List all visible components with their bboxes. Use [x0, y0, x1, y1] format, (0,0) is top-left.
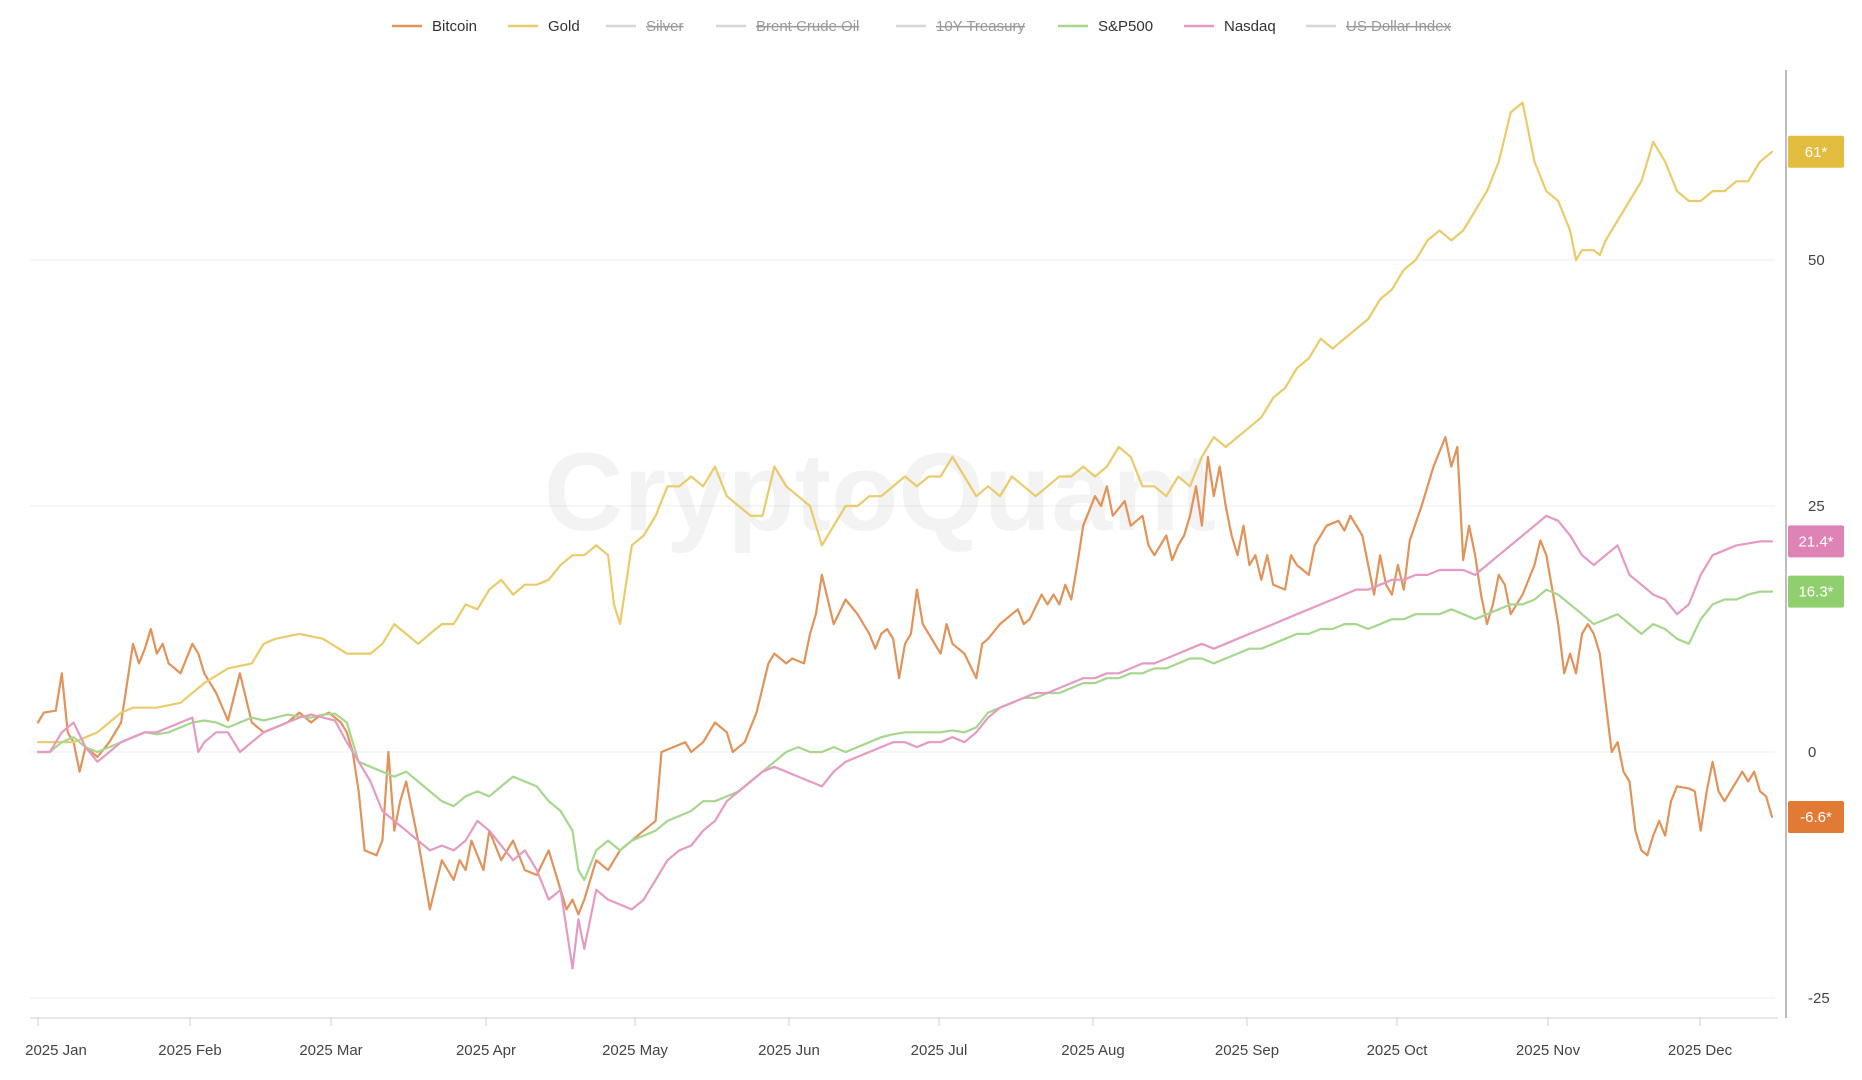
- legend-label: Brent Crude Oil: [756, 18, 859, 35]
- series-line-gold: [36, 101, 1774, 744]
- end-badge-label: -6.6*: [1800, 809, 1832, 826]
- legend-label: Silver: [646, 18, 684, 35]
- end-badge-bg: [1788, 800, 1844, 833]
- y-tick-label: 25: [1808, 498, 1825, 515]
- legend-label: 10Y Treasury: [936, 18, 1025, 35]
- x-tick-label: 2025 Sep: [1215, 1042, 1279, 1059]
- series-line-nasdaq: [36, 514, 1774, 970]
- x-tick-label: 2025 Mar: [299, 1042, 362, 1059]
- legend-label: Bitcoin: [432, 18, 477, 35]
- x-tick-label: 2025 Feb: [158, 1042, 221, 1059]
- legend: Bitcoin Gold Silver Brent Crude Oil 10Y Trea…: [392, 18, 1452, 35]
- axes: 2025 Jan 2025 Feb 2025 Mar 2025 Apr 2025 May…: [25, 70, 1830, 1059]
- y-tick-label: -25: [1808, 990, 1830, 1007]
- x-tick-label: 2025 Apr: [456, 1042, 516, 1059]
- legend-item-silver[interactable]: Silver: [606, 18, 684, 35]
- x-tick-label: 2025 Jul: [911, 1042, 968, 1059]
- legend-label: Nasdaq: [1224, 18, 1276, 35]
- end-badge-s-p500: 16.3*: [1788, 575, 1844, 608]
- end-badge-gold: 61*: [1788, 135, 1844, 168]
- x-tick-label: 2025 Oct: [1367, 1042, 1429, 1059]
- end-value-badges: -6.6* 61* 16.3* 21.4*: [1788, 135, 1844, 833]
- end-badge-label: 16.3*: [1798, 584, 1833, 601]
- legend-item-nasdaq[interactable]: Nasdaq: [1184, 18, 1276, 35]
- end-badge-nasdaq: 21.4*: [1788, 525, 1844, 558]
- legend-label: S&P500: [1098, 18, 1153, 35]
- legend-label: Gold: [548, 18, 580, 35]
- legend-item-10y-treasury[interactable]: 10Y Treasury: [896, 18, 1025, 35]
- series-line-s-p500: [36, 588, 1774, 881]
- series-lines: [36, 101, 1774, 970]
- end-badge-label: 61*: [1805, 144, 1828, 161]
- end-badge-bg: [1788, 525, 1844, 558]
- end-badge-label: 21.4*: [1798, 533, 1833, 550]
- legend-label: US Dollar Index: [1346, 18, 1452, 35]
- legend-item-us-dollar-index[interactable]: US Dollar Index: [1306, 18, 1452, 35]
- x-tick-label: 2025 Aug: [1061, 1042, 1124, 1059]
- y-tick-label: 0: [1808, 744, 1816, 761]
- x-tick-label: 2025 Jun: [758, 1042, 820, 1059]
- end-badge-bg: [1788, 135, 1844, 168]
- legend-item-s-p500[interactable]: S&P500: [1058, 18, 1153, 35]
- y-tick-label: 50: [1808, 252, 1825, 269]
- x-tick-label: 2025 Nov: [1516, 1042, 1581, 1059]
- grid-lines: [30, 259, 1775, 999]
- legend-item-gold[interactable]: Gold: [508, 18, 580, 35]
- end-badge-bg: [1788, 575, 1844, 608]
- legend-item-bitcoin[interactable]: Bitcoin: [392, 18, 477, 35]
- x-tick-label: 2025 Jan: [25, 1042, 87, 1059]
- legend-item-brent-crude-oil[interactable]: Brent Crude Oil: [716, 18, 859, 35]
- x-tick-label: 2025 May: [602, 1042, 668, 1059]
- series-line-bitcoin: [36, 436, 1774, 916]
- end-badge-bitcoin: -6.6*: [1788, 800, 1844, 833]
- x-tick-label: 2025 Dec: [1668, 1042, 1733, 1059]
